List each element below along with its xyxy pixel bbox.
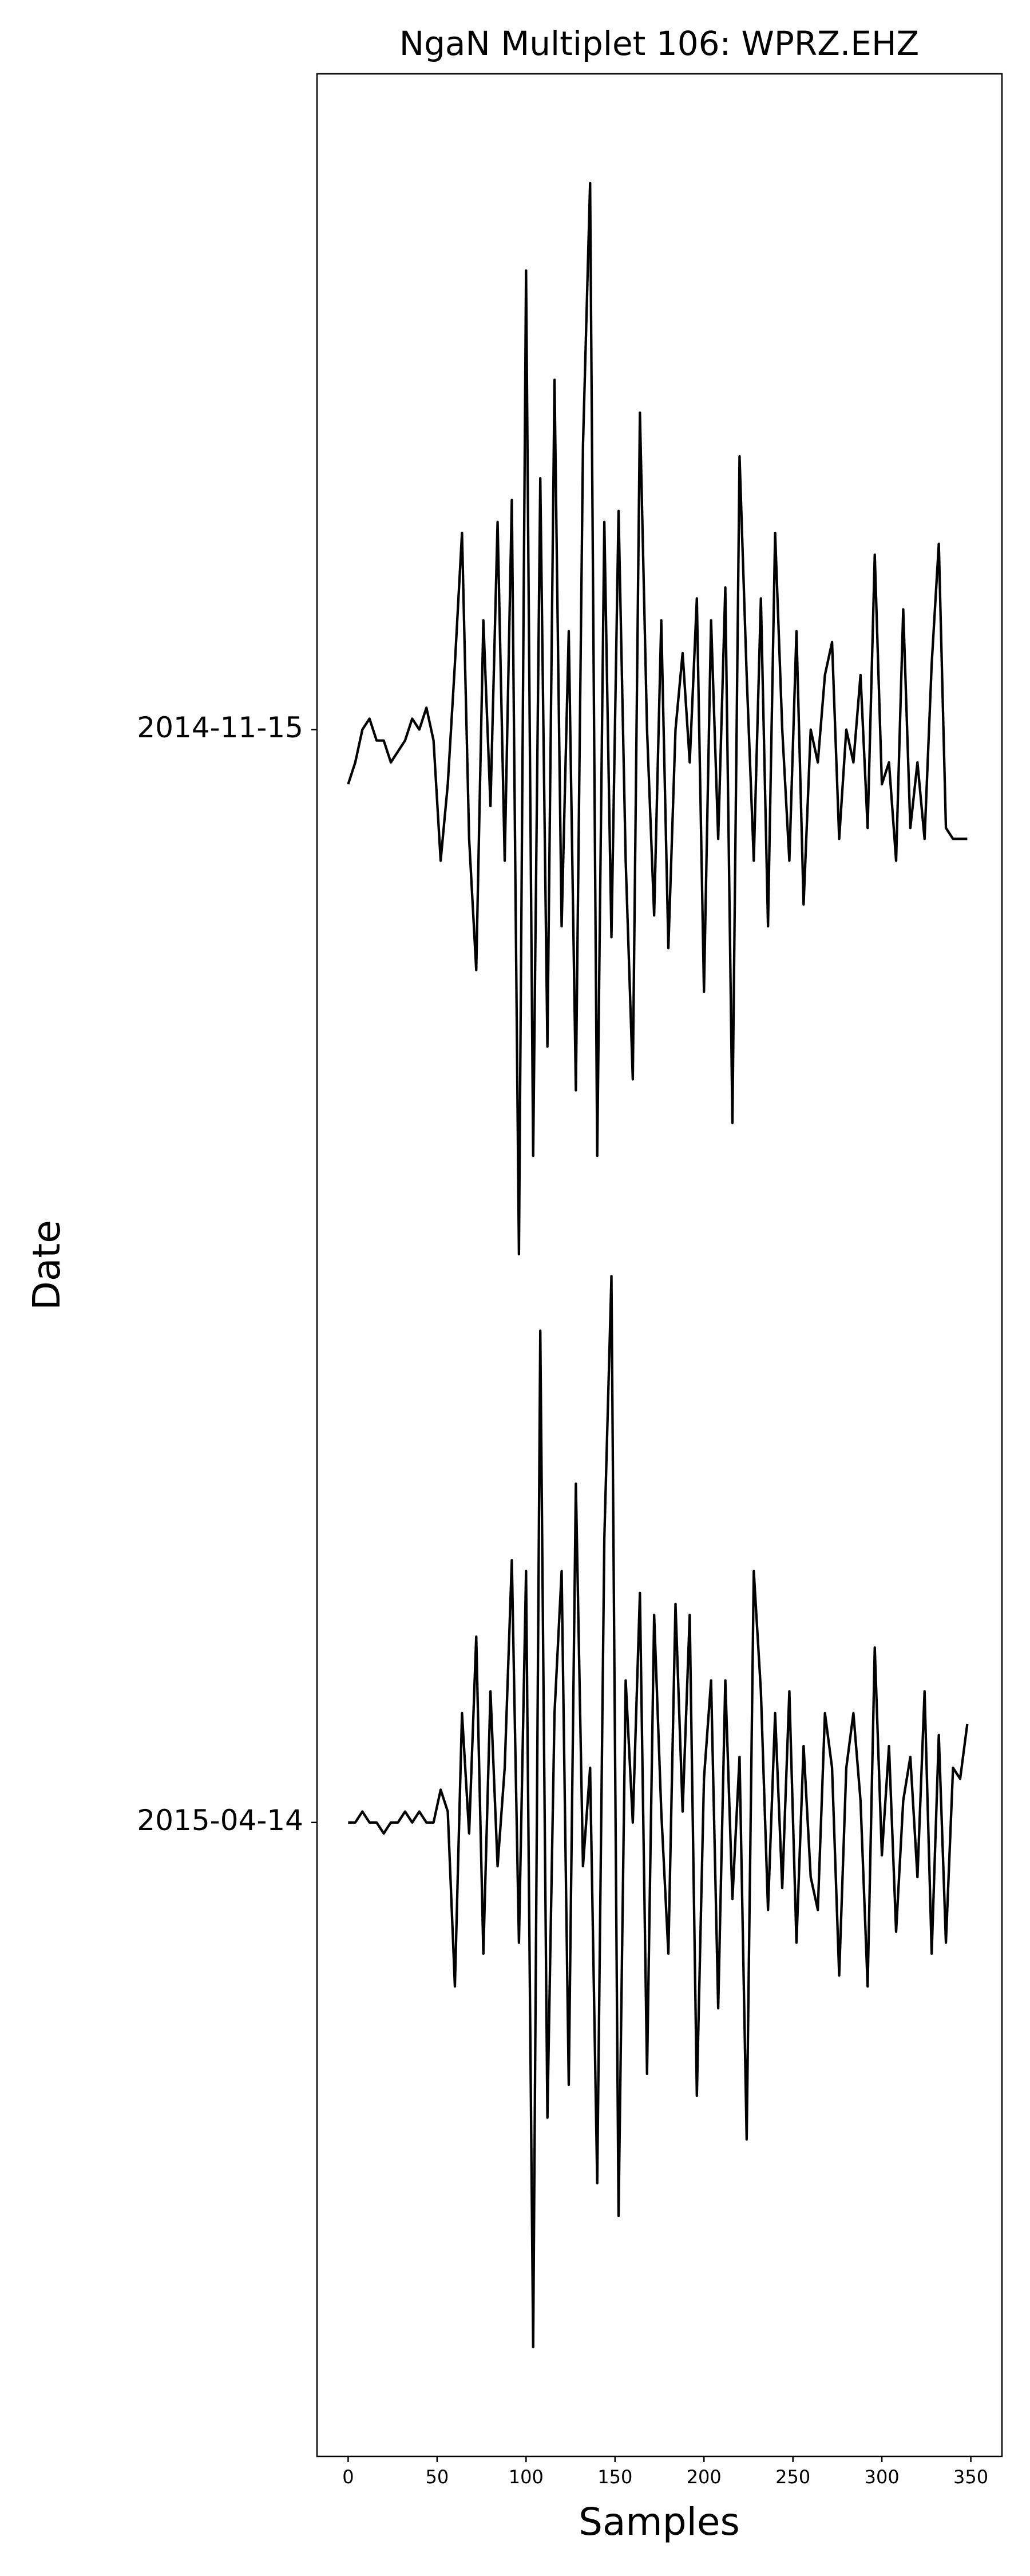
x-tick-label: 250 [775, 2466, 810, 2488]
x-tick-label: 350 [953, 2466, 988, 2488]
y-axis-label: Date [25, 1220, 69, 1310]
chart-title: NgaN Multiplet 106: WPRZ.EHZ [399, 24, 920, 63]
x-tick-label: 100 [509, 2466, 544, 2488]
x-tick-label: 300 [865, 2466, 900, 2488]
y-tick-label: 2014-11-15 [137, 711, 303, 744]
x-tick-label: 200 [687, 2466, 722, 2488]
x-tick-label: 50 [426, 2466, 449, 2488]
x-tick-label: 0 [342, 2466, 354, 2488]
plot-frame [316, 73, 1003, 2458]
x-axis-label: Samples [579, 2500, 740, 2544]
waveform-line [347, 181, 968, 1256]
y-tick-label: 2015-04-14 [137, 1804, 303, 1837]
waveform-line [348, 1274, 969, 2349]
x-tick-label: 150 [597, 2466, 632, 2488]
